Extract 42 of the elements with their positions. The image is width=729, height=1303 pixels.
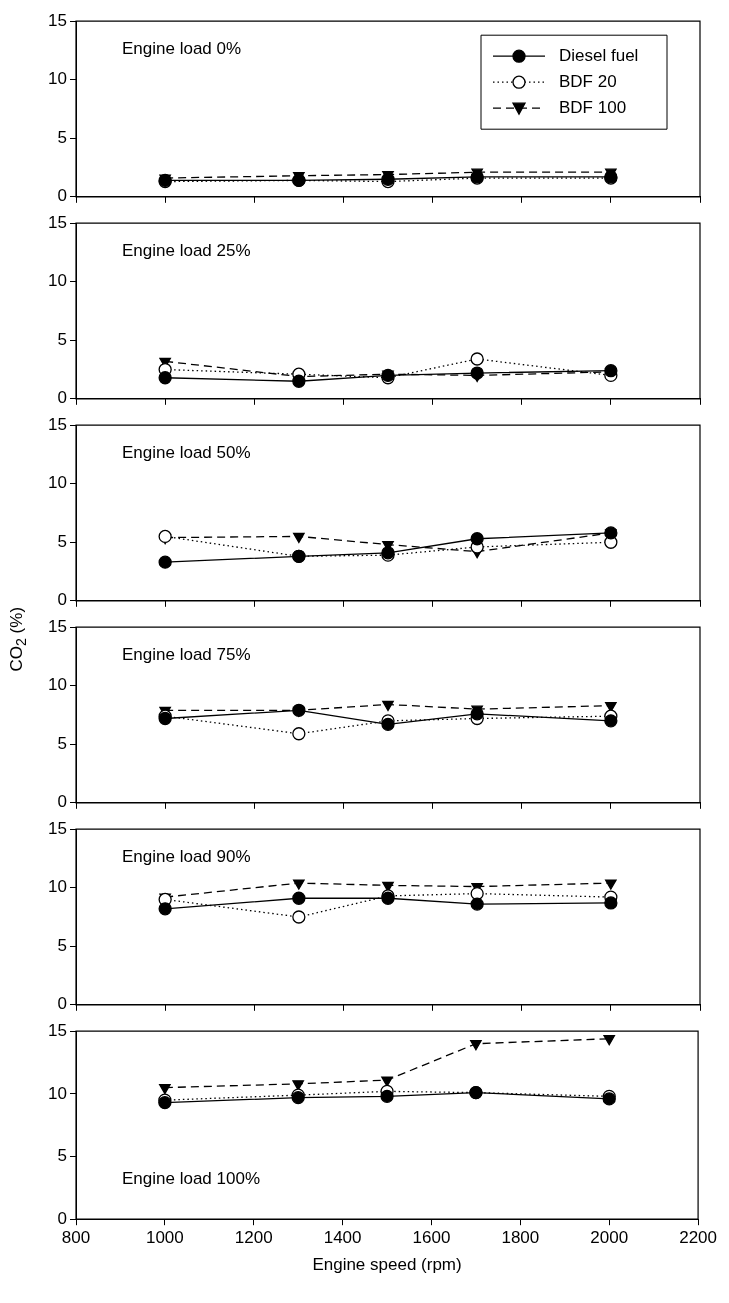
y-tick-label: 0 bbox=[57, 590, 67, 610]
annotation: Engine load 0% bbox=[122, 38, 242, 58]
y-tick-label: 10 bbox=[48, 877, 67, 897]
y-tick-label: 5 bbox=[57, 1146, 67, 1166]
x-tick-label: 1000 bbox=[145, 1228, 184, 1248]
y-tick-label: 5 bbox=[57, 127, 67, 147]
y-tick-label: 10 bbox=[48, 675, 67, 695]
legend-label: BDF 20 bbox=[559, 71, 617, 91]
x-tick-label: 2000 bbox=[590, 1228, 629, 1248]
y-tick-label: 10 bbox=[48, 473, 67, 493]
y-tick-label: 15 bbox=[48, 414, 67, 434]
y-tick-label: 0 bbox=[57, 994, 67, 1014]
y-tick-label: 0 bbox=[57, 1208, 67, 1228]
y-tick-label: 15 bbox=[48, 616, 67, 636]
y-tick-label: 10 bbox=[48, 1083, 67, 1103]
y-tick-label: 15 bbox=[48, 10, 67, 30]
x-axis-title: Engine speed (rpm) bbox=[312, 1255, 462, 1275]
annotation: Engine load 50% bbox=[122, 442, 251, 462]
annotation: Engine load 90% bbox=[122, 846, 251, 866]
y-tick-label: 10 bbox=[48, 69, 67, 89]
x-tick-label: 1600 bbox=[412, 1228, 451, 1248]
y-tick-label: 10 bbox=[48, 271, 67, 291]
annotation: Engine load 75% bbox=[122, 644, 251, 664]
legend-label: Diesel fuel bbox=[559, 45, 639, 65]
x-tick-label: 1200 bbox=[234, 1228, 273, 1248]
legend-label: BDF 100 bbox=[559, 97, 627, 117]
y-tick-label: 0 bbox=[57, 792, 67, 812]
x-tick-label: 800 bbox=[61, 1228, 91, 1248]
y-tick-label: 5 bbox=[57, 733, 67, 753]
y-tick-label: 15 bbox=[48, 1020, 67, 1040]
y-tick-label: 15 bbox=[48, 212, 67, 232]
y-tick-label: 5 bbox=[57, 935, 67, 955]
y-tick-label: 5 bbox=[57, 531, 67, 551]
x-tick-label: 1800 bbox=[501, 1228, 540, 1248]
y-tick-label: 15 bbox=[48, 818, 67, 838]
annotation: Engine load 100% bbox=[122, 1168, 261, 1188]
y-tick-label: 0 bbox=[57, 186, 67, 206]
annotation: Engine load 25% bbox=[122, 240, 251, 260]
y-tick-label: 5 bbox=[57, 329, 67, 349]
x-tick-label: 1400 bbox=[323, 1228, 362, 1248]
x-tick-label: 2200 bbox=[679, 1228, 717, 1248]
y-tick-label: 0 bbox=[57, 388, 67, 408]
